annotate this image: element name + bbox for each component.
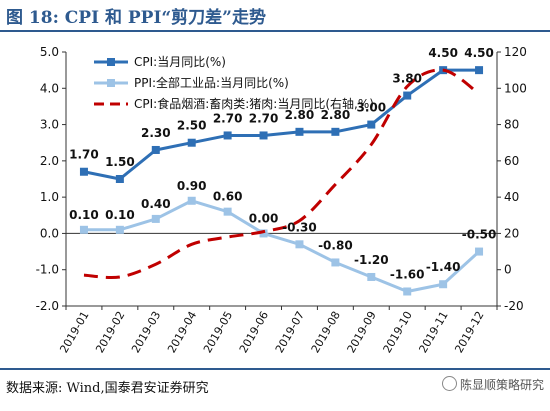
ppi-data-label: -1.40 (426, 260, 461, 274)
legend-marker (107, 58, 115, 66)
ppi-point (187, 196, 196, 205)
ppi-point (223, 207, 232, 216)
left-tick-label: 1.0 (40, 190, 59, 204)
left-tick-label: -1.0 (36, 263, 59, 277)
title-bar: 图 18: CPI 和 PPI“剪刀差”走势 (0, 0, 550, 32)
cpi-data-label: 2.30 (141, 126, 171, 140)
cpi-data-label: 3.80 (392, 72, 422, 86)
source-bar: 数据来源: Wind,国泰君安证券研究 陈显顺策略研究 (0, 368, 550, 411)
ppi-point (151, 214, 160, 223)
cpi-point (115, 175, 124, 183)
ppi-point (403, 287, 412, 296)
cpi-point (367, 120, 376, 129)
watermark: 陈显顺策略研究 (441, 376, 544, 393)
ppi-series-line (83, 199, 481, 293)
x-tick-label: 2019-07 (273, 309, 307, 355)
x-tick-label: 2019-09 (345, 309, 379, 355)
ppi-point (439, 280, 448, 289)
wechat-icon (441, 376, 457, 391)
left-tick-label: 0.0 (40, 226, 59, 240)
x-tick-label: 2019-03 (129, 309, 163, 355)
ppi-data-label: -1.20 (354, 253, 389, 267)
cpi-data-label: 3.00 (356, 101, 386, 115)
legend-marker (107, 79, 115, 87)
ppi-data-label: -0.80 (318, 238, 353, 252)
left-tick-label: 2.0 (40, 154, 59, 168)
x-tick-label: 2019-08 (309, 309, 343, 355)
x-tick-label: 2019-11 (416, 309, 450, 355)
legend-cpi: CPI:当月同比(%) (94, 55, 226, 69)
cpi-data-label: 2.80 (285, 108, 315, 122)
cpi-data-label: 4.50 (464, 46, 494, 60)
legend-label: CPI:当月同比(%) (134, 55, 226, 69)
data-labels: 1.70 1.50 2.30 2.50 2.70 2.70 2.80 2.80 3.00 3.80… (69, 46, 496, 281)
right-tick-label: 100 (504, 81, 527, 95)
legend: CPI:当月同比(%) PPI:全部工业品:当月同比(%) CPI:食品烟酒:畜肉类… (94, 55, 374, 111)
x-tick-label: 2019-06 (237, 309, 271, 355)
x-tick-label: 2019-05 (201, 309, 235, 355)
cpi-series-line (83, 68, 480, 181)
left-tick-label: 4.0 (40, 81, 59, 95)
cpi-point (403, 91, 412, 100)
cpi-point (475, 66, 484, 75)
chart-area: 5.0 4.0 3.0 2.0 1.0 0.0 -1.0 -2.0 120 100 80 60 40 20… (0, 32, 550, 367)
right-tick-label: 20 (504, 226, 519, 240)
legend-label: PPI:全部工业品:当月同比(%) (134, 75, 289, 90)
ppi-data-label: 0.10 (69, 208, 99, 222)
right-tick-label: -20 (504, 299, 524, 313)
ppi-data-label: 0.60 (213, 190, 243, 204)
cpi-point (79, 167, 88, 176)
series-group (79, 66, 484, 296)
right-tick-label: 120 (504, 45, 527, 59)
ppi-data-label: 0.10 (105, 208, 135, 222)
ppi-data-label: 0.00 (249, 211, 279, 225)
left-tick-label: 5.0 (40, 45, 59, 59)
left-tick-label: -2.0 (36, 299, 59, 313)
cpi-point (259, 131, 268, 140)
cpi-data-label: 2.70 (213, 111, 243, 125)
ppi-point (295, 240, 304, 249)
ppi-data-label: -0.30 (282, 220, 317, 234)
ppi-point (475, 247, 484, 256)
cpi-data-label: 2.70 (249, 111, 279, 125)
cpi-point (151, 145, 160, 154)
ppi-data-label: 0.90 (177, 179, 207, 193)
cpi-ppi-chart: 5.0 4.0 3.0 2.0 1.0 0.0 -1.0 -2.0 120 100 80 60 40 20… (36, 45, 527, 355)
pork-cpi-series-line (83, 68, 480, 279)
right-tick-label: 80 (504, 118, 519, 132)
source-note: 数据来源: Wind,国泰君安证券研究 (6, 381, 209, 396)
legend-label: CPI:食品烟酒:畜肉类:猪肉:当月同比(右轴,%) (134, 96, 374, 111)
x-tick-label: 2019-10 (381, 309, 415, 355)
cpi-data-label: 2.50 (177, 119, 207, 133)
chart-title: 图 18: CPI 和 PPI“剪刀差”走势 (6, 8, 266, 28)
ppi-data-label: -1.60 (390, 267, 425, 281)
left-tick-label: 3.0 (40, 118, 59, 132)
cpi-point (223, 131, 232, 140)
cpi-data-label: 2.80 (321, 108, 351, 122)
cpi-point (331, 127, 340, 136)
ppi-point (79, 225, 88, 234)
x-tick-label: 2019-12 (452, 309, 486, 355)
ppi-point (331, 258, 340, 267)
ppi-point (367, 272, 376, 281)
right-tick-label: 0 (504, 263, 512, 277)
cpi-data-label: 1.70 (69, 148, 99, 162)
ppi-data-label: 0.40 (141, 197, 171, 211)
cpi-data-label: 4.50 (428, 46, 458, 60)
ppi-point (259, 229, 268, 238)
cpi-data-label: 1.50 (105, 155, 135, 169)
x-tick-label: 2019-04 (165, 309, 199, 355)
right-tick-label: 60 (504, 154, 519, 168)
axes: 5.0 4.0 3.0 2.0 1.0 0.0 -1.0 -2.0 120 100 80 60 40 20… (36, 45, 527, 355)
x-tick-label: 2019-02 (93, 309, 127, 355)
cpi-point (187, 138, 196, 147)
legend-pork-cpi: CPI:食品烟酒:畜肉类:猪肉:当月同比(右轴,%) (94, 96, 374, 111)
right-tick-label: 40 (504, 190, 519, 204)
cpi-point (295, 127, 304, 136)
legend-ppi: PPI:全部工业品:当月同比(%) (94, 75, 289, 90)
x-tick-label: 2019-01 (57, 309, 91, 355)
ppi-point (115, 225, 124, 234)
ppi-data-label: -0.50 (462, 228, 497, 242)
watermark-text: 陈显顺策略研究 (459, 378, 544, 392)
